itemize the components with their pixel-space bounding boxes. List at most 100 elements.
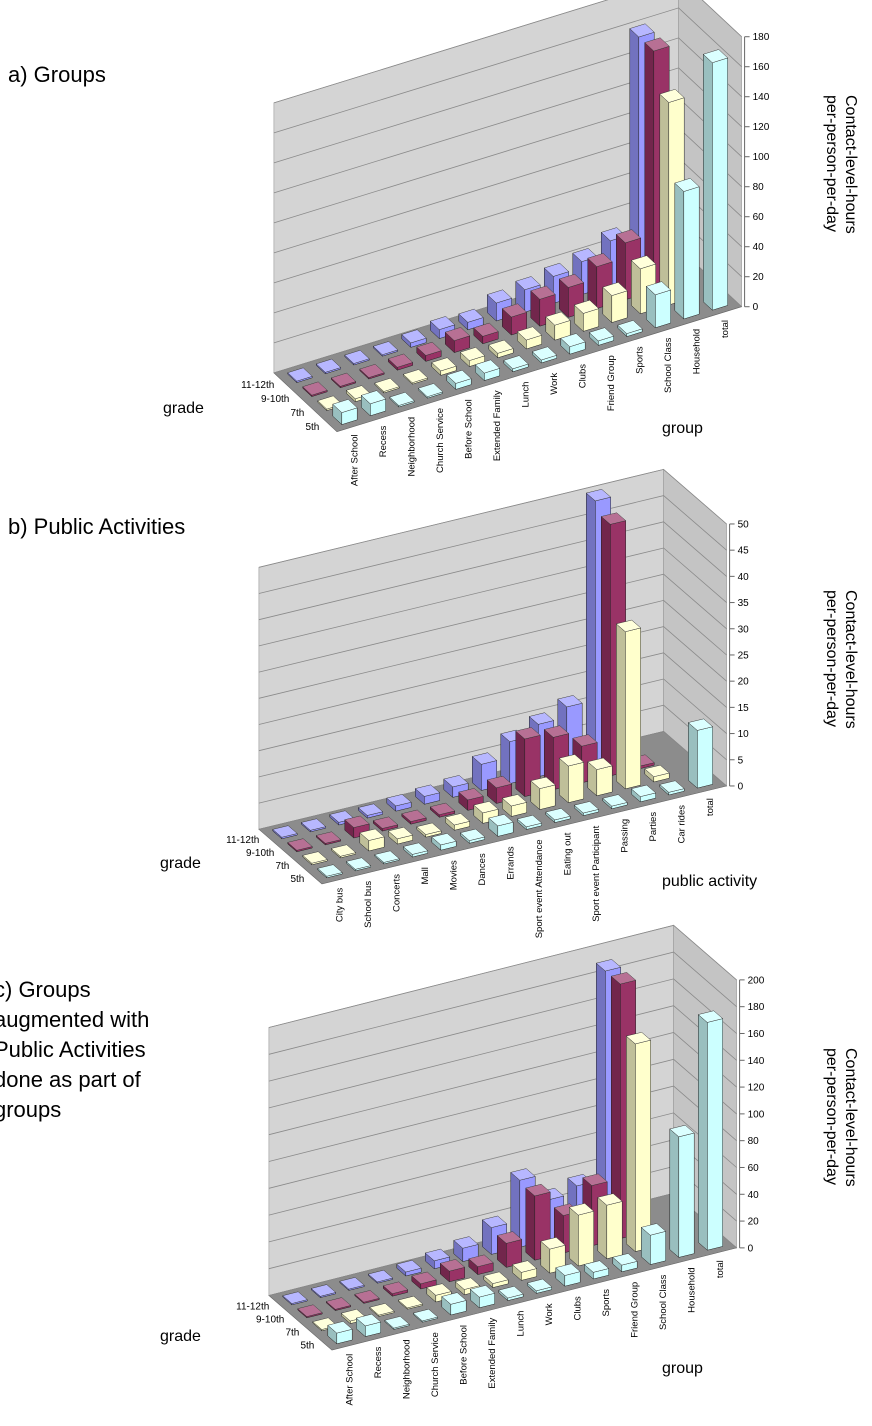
bar-top-light bbox=[517, 815, 542, 827]
bar bbox=[468, 1254, 494, 1276]
bar-top bbox=[469, 1285, 496, 1298]
bar-side-shade bbox=[455, 1281, 465, 1295]
bar-top-light bbox=[373, 341, 398, 355]
x-tick-label: Movies bbox=[448, 860, 459, 890]
bar-top bbox=[600, 512, 627, 525]
bar-top bbox=[602, 282, 628, 296]
bar-top bbox=[557, 695, 583, 708]
bar bbox=[339, 1277, 365, 1291]
bar bbox=[397, 1295, 424, 1310]
bar-side-shade bbox=[596, 963, 606, 1226]
bar bbox=[387, 827, 414, 845]
bar-top-light bbox=[374, 850, 400, 863]
bar-top bbox=[446, 369, 472, 384]
bar bbox=[644, 764, 670, 783]
x-tick-label: Car rides bbox=[676, 805, 687, 844]
bar-side-shade bbox=[316, 835, 326, 845]
bar-top bbox=[674, 178, 700, 192]
row-label: 7th bbox=[275, 861, 289, 872]
bar bbox=[501, 794, 528, 818]
y-tick-label: 45 bbox=[738, 546, 750, 557]
bar-top bbox=[330, 372, 357, 387]
bar-top bbox=[429, 316, 456, 330]
bar-side-shade bbox=[475, 364, 485, 381]
row-label: 5th bbox=[300, 1340, 314, 1351]
x-tick-label: Household bbox=[686, 1267, 697, 1312]
bar-top-light bbox=[602, 794, 628, 807]
bar-top-light bbox=[368, 1270, 393, 1282]
bar bbox=[414, 784, 441, 805]
bar-top bbox=[473, 322, 499, 337]
x-tick-label: total bbox=[705, 798, 716, 816]
bar-top-light bbox=[470, 1285, 495, 1298]
bar-top-light bbox=[430, 316, 455, 330]
x-tick-label: Clubs bbox=[572, 1296, 583, 1321]
bar-front bbox=[611, 290, 628, 323]
bar-side-shade bbox=[401, 813, 411, 825]
bar-top bbox=[525, 1183, 551, 1197]
bar-top bbox=[416, 822, 442, 835]
bar-side-shade bbox=[502, 798, 512, 817]
row-label: 11-12th bbox=[236, 1301, 269, 1312]
bar-side-shade bbox=[418, 388, 428, 399]
grid-line bbox=[258, 573, 727, 673]
bar bbox=[340, 1309, 367, 1325]
bar-side-shade bbox=[458, 792, 468, 811]
bar-side-shade bbox=[302, 386, 312, 397]
bar bbox=[282, 1291, 308, 1306]
x-tick-label: School Class bbox=[663, 337, 674, 393]
bar-top bbox=[540, 1237, 566, 1250]
bar bbox=[516, 815, 543, 831]
depth-axis-label: grade bbox=[160, 855, 201, 872]
x-tick-label: total bbox=[720, 320, 731, 338]
bar-top bbox=[411, 1271, 437, 1284]
bar-side-shade bbox=[617, 325, 627, 337]
bar-side-shade bbox=[356, 1318, 366, 1337]
bar-side-shade bbox=[383, 1285, 393, 1297]
bar-side-shade bbox=[403, 374, 413, 385]
bar-top-light bbox=[326, 1297, 351, 1310]
bar-side-shade bbox=[374, 383, 384, 393]
bar-top bbox=[459, 828, 486, 841]
bar-top bbox=[374, 378, 400, 392]
bar-top-light bbox=[413, 1309, 438, 1321]
panel-title: a) Groups bbox=[8, 62, 106, 87]
bar bbox=[458, 308, 484, 331]
bar bbox=[459, 828, 486, 844]
bar-side-shade bbox=[611, 976, 621, 1239]
bar bbox=[645, 281, 672, 329]
bar-top bbox=[387, 353, 414, 368]
chart-panel: 0 20 40 60 80 100 120 140 160 180 200 After School R… bbox=[236, 924, 765, 1406]
bar-top bbox=[483, 1271, 509, 1284]
bar-side-shade bbox=[358, 807, 368, 819]
bar-top-light bbox=[431, 833, 457, 845]
bar bbox=[545, 311, 571, 341]
bar-side-shade bbox=[631, 260, 641, 314]
bar-side-shade bbox=[316, 363, 326, 374]
bar bbox=[429, 316, 456, 340]
y-tick-label: 20 bbox=[738, 677, 750, 688]
bar-top-light bbox=[287, 838, 313, 851]
grid-line bbox=[258, 468, 727, 568]
bar-top-light bbox=[517, 326, 542, 340]
grid-line bbox=[258, 547, 727, 647]
bar-side-shade bbox=[388, 358, 398, 371]
bar-top-light bbox=[646, 281, 671, 295]
bar-top-light bbox=[596, 959, 621, 971]
bar-top bbox=[414, 784, 441, 797]
bar-top bbox=[369, 1303, 395, 1316]
chart-panel: 0 5 10 15 20 25 30 35 40 45 50 City bus School bus Co… bbox=[226, 468, 750, 938]
bar-top-light bbox=[316, 359, 341, 373]
bar bbox=[429, 802, 456, 818]
bar-top bbox=[439, 1259, 466, 1272]
bar-top-light bbox=[631, 785, 656, 797]
bar-side-shade bbox=[317, 400, 327, 411]
bar-top-light bbox=[374, 378, 400, 392]
bar bbox=[625, 1032, 652, 1253]
bar-top-light bbox=[398, 1296, 423, 1308]
bar bbox=[374, 850, 400, 865]
bar-side-shade bbox=[389, 397, 399, 407]
y-tick-label: 35 bbox=[738, 598, 750, 609]
bar-top-light bbox=[388, 354, 413, 368]
y-axis-label: Contact-level-hours per-person-per-day bbox=[823, 590, 859, 729]
